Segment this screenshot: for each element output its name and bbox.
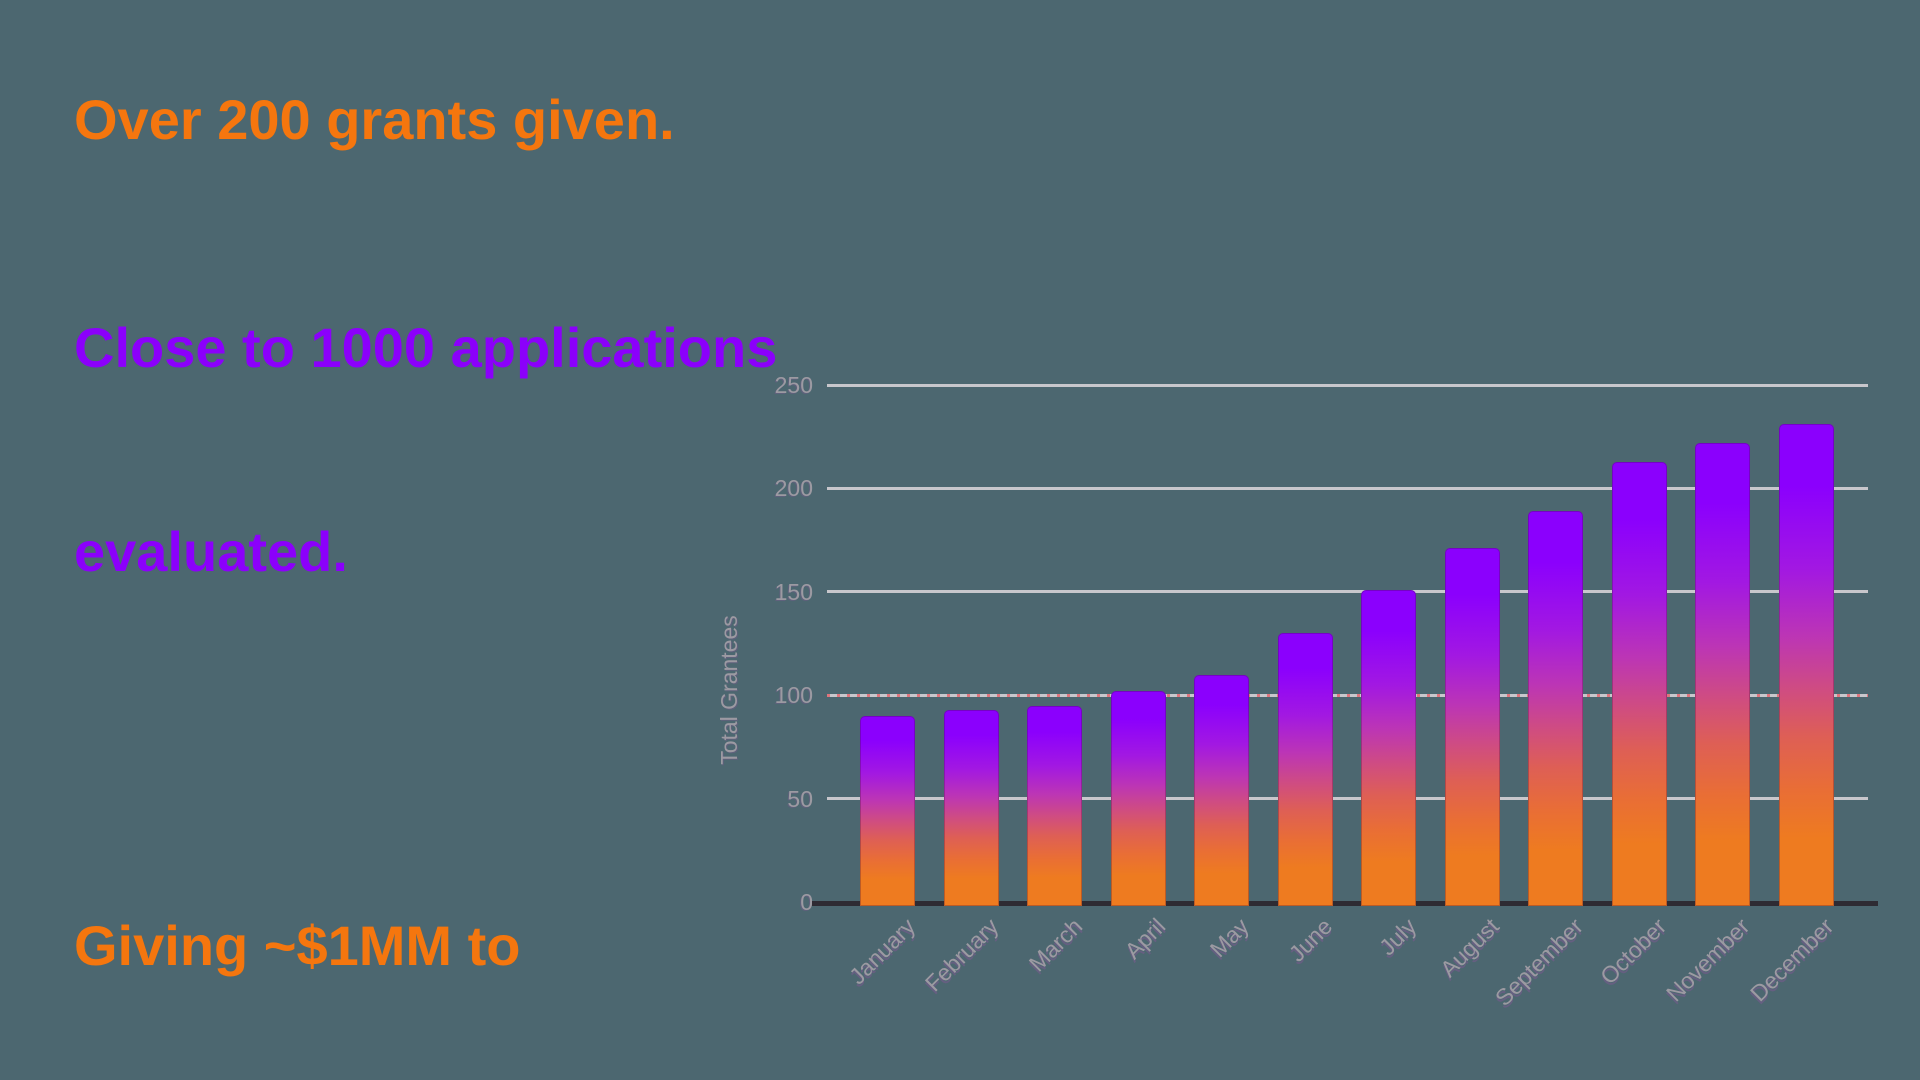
x-tick-label-february: February [919, 913, 1004, 997]
bar-september [1528, 511, 1583, 906]
x-tick-label-november: November [1661, 913, 1755, 1007]
headline-applications-evaluated: Close to 1000 applications evaluated. [74, 178, 777, 722]
x-tick-label-december: December [1744, 913, 1839, 1007]
x-tick-label-june: June [1283, 913, 1338, 967]
y-tick-label-0: 0 [800, 889, 813, 915]
y-tick-label-200: 200 [774, 475, 813, 502]
gridline-200 [827, 486, 1868, 490]
x-tick-label-august: August [1435, 913, 1505, 983]
y-axis-tick-labels: 0 50 100 150 200 250 [700, 372, 813, 915]
y-tick-label-150: 150 [774, 578, 813, 605]
x-tick-label-october: October [1595, 913, 1672, 990]
bar-january [860, 715, 915, 906]
gridline-50 [827, 797, 1868, 801]
bar-chart: January February March April May June July Augu… [812, 383, 1878, 1011]
y-tick-label-250: 250 [774, 372, 813, 398]
reference-line-100 [827, 693, 1868, 697]
x-axis-line [812, 901, 1878, 906]
bar-december [1778, 424, 1834, 906]
gridline-150 [827, 590, 1868, 594]
x-tick-label-july: July [1373, 913, 1421, 961]
x-tick-label-may: May [1204, 913, 1254, 963]
bar-february [943, 709, 999, 906]
bar-june [1277, 633, 1333, 906]
headline-applications-line2: evaluated. [74, 520, 348, 583]
bar-july [1361, 589, 1416, 906]
bar-may [1194, 674, 1249, 906]
y-tick-label-100: 100 [774, 682, 813, 709]
x-tick-label-january: January [843, 913, 920, 990]
headline-grants-given: Over 200 grants given. [74, 88, 675, 151]
x-tick-label-march: March [1023, 913, 1087, 977]
gridline-250 [827, 383, 1868, 387]
bar-april [1110, 691, 1166, 906]
y-tick-label-50: 50 [787, 785, 813, 812]
bar-october [1611, 461, 1667, 906]
bar-november [1695, 442, 1750, 906]
headline-giving: Giving ~$1MM to free and open-source dev… [74, 728, 734, 1080]
x-tick-label-april: April [1119, 913, 1171, 964]
headline-applications-line1: Close to 1000 applications [74, 316, 778, 379]
x-tick-label-september: September [1489, 913, 1588, 1011]
headline-giving-line1: Giving ~$1MM to [74, 914, 521, 977]
bar-august [1444, 548, 1500, 906]
y-axis-title: Total Grantees [716, 615, 742, 765]
bar-march [1027, 705, 1082, 906]
